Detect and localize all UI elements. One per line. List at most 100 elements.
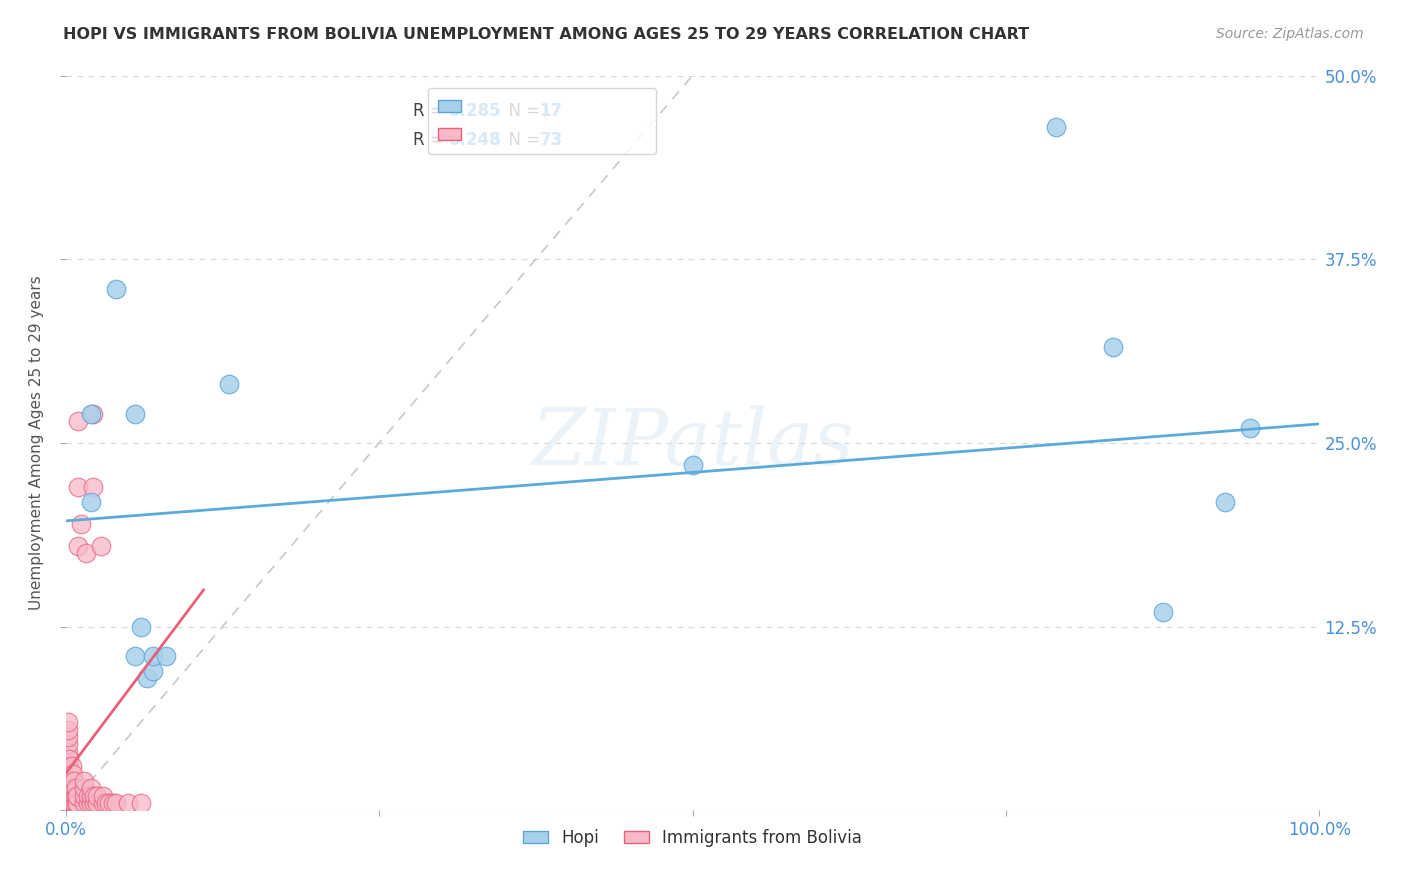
Point	[77, 789, 100, 803]
Point	[94, 796, 117, 810]
Point	[86, 789, 108, 803]
Point	[58, 796, 80, 810]
Point	[59, 766, 82, 780]
Point	[155, 649, 177, 664]
Point	[104, 282, 127, 296]
Text: 0.248: 0.248	[449, 131, 501, 149]
Point	[67, 539, 90, 553]
Text: 17: 17	[540, 102, 562, 120]
Point	[63, 796, 86, 810]
Point	[66, 789, 89, 803]
Point	[56, 789, 79, 803]
Point	[73, 796, 96, 810]
Point	[73, 781, 96, 796]
Point	[62, 796, 84, 810]
Y-axis label: Unemployment Among Ages 25 to 29 years: Unemployment Among Ages 25 to 29 years	[30, 276, 44, 610]
Point	[103, 796, 125, 810]
Point	[56, 766, 79, 780]
Text: N =: N =	[498, 131, 546, 149]
Point	[56, 715, 79, 730]
Text: 73: 73	[540, 131, 562, 149]
Point	[79, 495, 101, 509]
Point	[66, 796, 89, 810]
Point	[56, 752, 79, 766]
Point	[62, 789, 84, 803]
Point	[59, 796, 82, 810]
Point	[58, 766, 80, 780]
Point	[56, 723, 79, 737]
Point	[62, 774, 84, 789]
Point	[83, 796, 105, 810]
Point	[124, 407, 146, 421]
Point	[98, 796, 121, 810]
Point	[63, 789, 86, 803]
Point	[58, 752, 80, 766]
Point	[63, 781, 86, 796]
Point	[124, 649, 146, 664]
Point	[1152, 605, 1174, 619]
Point	[1215, 495, 1237, 509]
Point	[117, 796, 139, 810]
Text: HOPI VS IMMIGRANTS FROM BOLIVIA UNEMPLOYMENT AMONG AGES 25 TO 29 YEARS CORRELATI: HOPI VS IMMIGRANTS FROM BOLIVIA UNEMPLOY…	[63, 27, 1029, 42]
Text: Source: ZipAtlas.com: Source: ZipAtlas.com	[1216, 27, 1364, 41]
Point	[91, 789, 114, 803]
Point	[56, 774, 79, 789]
Point	[56, 759, 79, 773]
Point	[682, 458, 704, 472]
Point	[63, 774, 86, 789]
Point	[59, 781, 82, 796]
Point	[86, 796, 108, 810]
Point	[62, 781, 84, 796]
Point	[58, 789, 80, 803]
Point	[58, 774, 80, 789]
Point	[59, 774, 82, 789]
Point	[79, 789, 101, 803]
Point	[1101, 341, 1123, 355]
Point	[142, 664, 165, 678]
Point	[60, 789, 83, 803]
Point	[56, 730, 79, 744]
Point	[60, 774, 83, 789]
Point	[56, 781, 79, 796]
Point	[58, 781, 80, 796]
Point	[79, 407, 101, 421]
Legend: Hopi, Immigrants from Bolivia: Hopi, Immigrants from Bolivia	[516, 822, 869, 854]
Point	[91, 796, 114, 810]
Point	[60, 759, 83, 773]
Point	[75, 546, 97, 560]
Point	[82, 407, 104, 421]
Text: R =: R =	[413, 102, 449, 120]
Point	[1045, 120, 1067, 134]
Point	[67, 414, 90, 428]
Point	[104, 796, 127, 810]
Point	[60, 766, 83, 780]
Text: R =: R =	[413, 131, 449, 149]
Point	[73, 789, 96, 803]
Point	[73, 774, 96, 789]
Point	[69, 516, 91, 531]
Point	[83, 789, 105, 803]
Point	[59, 789, 82, 803]
Point	[65, 789, 87, 803]
Point	[77, 796, 100, 810]
Point	[79, 781, 101, 796]
Point	[90, 539, 112, 553]
Point	[56, 737, 79, 751]
Point	[82, 480, 104, 494]
Point	[67, 480, 90, 494]
Point	[142, 649, 165, 664]
Point	[65, 781, 87, 796]
Point	[56, 745, 79, 759]
Point	[58, 759, 80, 773]
Point	[62, 766, 84, 780]
Point	[136, 671, 159, 685]
Text: ZIPatlas: ZIPatlas	[531, 405, 853, 481]
Point	[218, 377, 240, 392]
Point	[129, 796, 152, 810]
Text: 0.285: 0.285	[449, 102, 501, 120]
Point	[60, 796, 83, 810]
Point	[65, 796, 87, 810]
Point	[1239, 421, 1261, 435]
Point	[129, 620, 152, 634]
Text: N =: N =	[498, 102, 546, 120]
